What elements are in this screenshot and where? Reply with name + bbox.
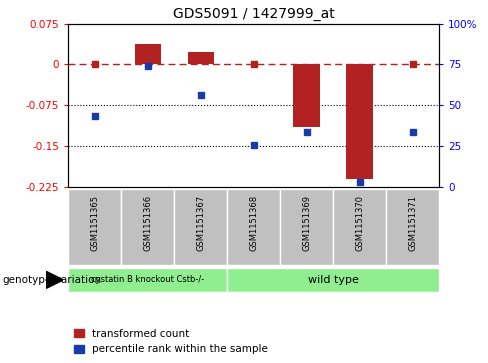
Bar <box>187 53 214 65</box>
Title: GDS5091 / 1427999_at: GDS5091 / 1427999_at <box>173 7 335 21</box>
Bar <box>346 65 373 179</box>
Text: GSM1151366: GSM1151366 <box>143 195 152 251</box>
Text: GSM1151369: GSM1151369 <box>302 195 311 251</box>
Text: GSM1151367: GSM1151367 <box>196 195 205 251</box>
Text: wild type: wild type <box>308 275 359 285</box>
Text: genotype/variation: genotype/variation <box>2 275 102 285</box>
Text: GSM1151365: GSM1151365 <box>90 195 100 251</box>
Text: GSM1151368: GSM1151368 <box>249 195 258 251</box>
Text: cystatin B knockout Cstb-/-: cystatin B knockout Cstb-/- <box>91 276 204 284</box>
Polygon shape <box>46 272 63 288</box>
Bar <box>293 65 320 127</box>
Text: GSM1151370: GSM1151370 <box>355 195 364 251</box>
Legend: transformed count, percentile rank within the sample: transformed count, percentile rank withi… <box>74 329 268 354</box>
Text: GSM1151371: GSM1151371 <box>408 195 417 251</box>
Bar <box>135 44 161 65</box>
